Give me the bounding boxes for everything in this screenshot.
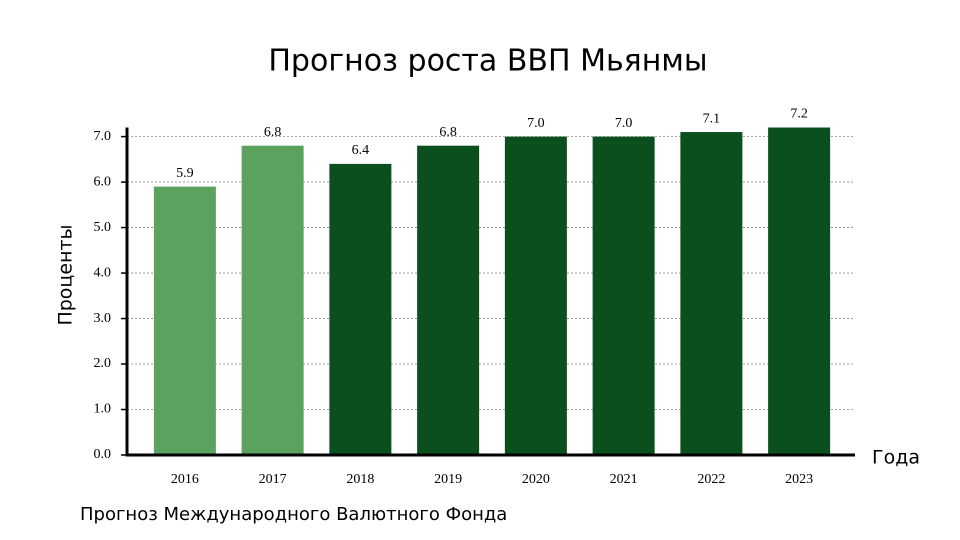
y-tick-label: 4.0 bbox=[94, 265, 112, 280]
bar bbox=[329, 163, 392, 455]
data-label: 6.8 bbox=[439, 125, 457, 140]
y-tick-label: 0.0 bbox=[94, 447, 112, 462]
x-tick-label: 2021 bbox=[610, 472, 638, 487]
x-tick-label: 2023 bbox=[785, 472, 813, 487]
x-tick-label: 2016 bbox=[171, 472, 199, 487]
bar bbox=[592, 136, 655, 455]
data-label: 7.2 bbox=[790, 107, 808, 122]
data-label: 7.0 bbox=[527, 116, 545, 131]
bar bbox=[153, 186, 216, 455]
x-tick-label: 2022 bbox=[697, 472, 725, 487]
chart-title: Прогноз роста ВВП Мьянмы bbox=[268, 44, 707, 79]
y-tick-label: 2.0 bbox=[94, 356, 112, 371]
x-tick-label: 2019 bbox=[434, 472, 462, 487]
x-tick-label: 2017 bbox=[259, 472, 287, 487]
y-tick-label: 5.0 bbox=[94, 220, 112, 235]
data-label: 7.0 bbox=[615, 116, 633, 131]
y-tick-label: 7.0 bbox=[94, 129, 112, 144]
bar bbox=[680, 132, 743, 455]
bar bbox=[504, 136, 567, 455]
bar bbox=[241, 145, 304, 455]
data-label: 7.1 bbox=[703, 111, 721, 126]
data-label: 6.8 bbox=[264, 125, 282, 140]
footnote: Прогноз Международного Валютного Фонда bbox=[80, 504, 507, 525]
x-tick-label: 2018 bbox=[346, 472, 374, 487]
y-axis-label: Проценты bbox=[55, 224, 77, 325]
x-axis-label: Года bbox=[872, 447, 920, 469]
data-label: 5.9 bbox=[176, 166, 194, 181]
bar bbox=[417, 145, 480, 455]
y-tick-label: 3.0 bbox=[94, 311, 112, 326]
y-tick-label: 6.0 bbox=[94, 174, 112, 189]
x-tick-label: 2020 bbox=[522, 472, 550, 487]
data-label: 6.4 bbox=[352, 143, 370, 158]
bar bbox=[768, 127, 831, 455]
y-tick-label: 1.0 bbox=[94, 402, 112, 417]
